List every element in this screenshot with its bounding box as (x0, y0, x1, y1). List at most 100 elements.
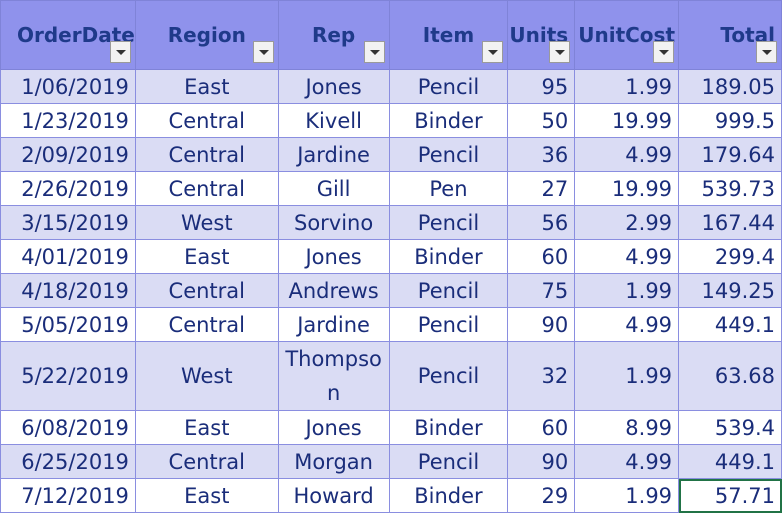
cell-units[interactable]: 32 (507, 341, 576, 411)
cell-total[interactable]: 299.4 (678, 239, 782, 274)
cell-item[interactable]: Pencil (388, 205, 509, 240)
filter-dropdown-button[interactable] (549, 41, 571, 63)
cell-units[interactable]: 95 (507, 69, 576, 104)
cell-item[interactable]: Binder (388, 478, 509, 513)
cell-total[interactable]: 999.5 (678, 103, 782, 138)
cell-region[interactable]: Central (134, 171, 279, 206)
filter-dropdown-button[interactable] (482, 41, 504, 63)
header-rep[interactable]: Rep (277, 0, 390, 70)
cell-total[interactable]: 149.25 (678, 273, 782, 308)
cell-rep[interactable]: Howard (277, 478, 390, 513)
cell-orderdate[interactable]: 2/09/2019 (0, 137, 136, 172)
header-total[interactable]: Total (678, 0, 782, 70)
cell-orderdate[interactable]: 3/15/2019 (0, 205, 136, 240)
cell-region[interactable]: Central (134, 307, 279, 342)
cell-item[interactable]: Pencil (388, 307, 509, 342)
cell-item[interactable]: Pencil (388, 69, 509, 104)
cell-unitcost[interactable]: 1.99 (574, 273, 680, 308)
cell-total[interactable]: 179.64 (678, 137, 782, 172)
cell-region[interactable]: West (134, 205, 279, 240)
cell-units[interactable]: 50 (507, 103, 576, 138)
table-row: 1/06/2019 East Jones Pencil 95 1.99 189.… (0, 69, 782, 104)
filter-dropdown-button[interactable] (252, 41, 274, 63)
cell-total[interactable]: 539.4 (678, 410, 782, 445)
cell-unitcost[interactable]: 4.99 (574, 137, 680, 172)
cell-total[interactable]: 449.1 (678, 307, 782, 342)
cell-rep[interactable]: Sorvino (277, 205, 390, 240)
cell-region[interactable]: Central (134, 444, 279, 479)
header-item[interactable]: Item (388, 0, 509, 70)
filter-dropdown-button[interactable] (653, 41, 675, 63)
cell-unitcost[interactable]: 2.99 (574, 205, 680, 240)
cell-item[interactable]: Pencil (388, 137, 509, 172)
cell-orderdate[interactable]: 2/26/2019 (0, 171, 136, 206)
cell-total-selected[interactable]: 57.71 (678, 478, 782, 513)
cell-total[interactable]: 449.1 (678, 444, 782, 479)
cell-units[interactable]: 90 (507, 307, 576, 342)
cell-units[interactable]: 60 (507, 239, 576, 274)
cell-rep[interactable]: Morgan (277, 444, 390, 479)
cell-rep[interactable]: Kivell (277, 103, 390, 138)
cell-unitcost[interactable]: 19.99 (574, 103, 680, 138)
cell-units[interactable]: 90 (507, 444, 576, 479)
cell-item[interactable]: Binder (388, 103, 509, 138)
cell-total[interactable]: 167.44 (678, 205, 782, 240)
cell-rep[interactable]: Jones (277, 239, 390, 274)
cell-total[interactable]: 539.73 (678, 171, 782, 206)
header-unitcost[interactable]: UnitCost (574, 0, 680, 70)
filter-dropdown-button[interactable] (109, 41, 131, 63)
cell-unitcost[interactable]: 4.99 (574, 239, 680, 274)
cell-orderdate[interactable]: 7/12/2019 (0, 478, 136, 513)
cell-unitcost[interactable]: 8.99 (574, 410, 680, 445)
cell-units[interactable]: 60 (507, 410, 576, 445)
filter-dropdown-button[interactable] (363, 41, 385, 63)
cell-orderdate[interactable]: 6/25/2019 (0, 444, 136, 479)
cell-region[interactable]: East (134, 478, 279, 513)
cell-item[interactable]: Pencil (388, 273, 509, 308)
header-region[interactable]: Region (134, 0, 279, 70)
filter-dropdown-button[interactable] (756, 41, 777, 63)
cell-total[interactable]: 189.05 (678, 69, 782, 104)
cell-item[interactable]: Pencil (388, 341, 509, 411)
cell-region[interactable]: Central (134, 137, 279, 172)
cell-rep[interactable]: Thompson (277, 341, 390, 411)
cell-unitcost[interactable]: 4.99 (574, 307, 680, 342)
cell-units[interactable]: 56 (507, 205, 576, 240)
cell-item[interactable]: Pencil (388, 444, 509, 479)
cell-region[interactable]: East (134, 69, 279, 104)
cell-rep[interactable]: Jones (277, 69, 390, 104)
header-orderdate[interactable]: OrderDate (0, 0, 136, 70)
cell-rep[interactable]: Jardine (277, 137, 390, 172)
cell-unitcost[interactable]: 19.99 (574, 171, 680, 206)
cell-unitcost[interactable]: 4.99 (574, 444, 680, 479)
cell-unitcost[interactable]: 1.99 (574, 478, 680, 513)
cell-rep[interactable]: Gill (277, 171, 390, 206)
cell-rep[interactable]: Jones (277, 410, 390, 445)
cell-region[interactable]: West (134, 341, 279, 411)
cell-rep[interactable]: Andrews (277, 273, 390, 308)
cell-units[interactable]: 29 (507, 478, 576, 513)
cell-total[interactable]: 63.68 (678, 341, 782, 411)
cell-orderdate[interactable]: 5/05/2019 (0, 307, 136, 342)
cell-item[interactable]: Binder (388, 239, 509, 274)
cell-region[interactable]: East (134, 410, 279, 445)
cell-unitcost[interactable]: 1.99 (574, 69, 680, 104)
cell-orderdate[interactable]: 4/18/2019 (0, 273, 136, 308)
cell-units[interactable]: 36 (507, 137, 576, 172)
header-units[interactable]: Units (507, 0, 576, 70)
cell-orderdate[interactable]: 6/08/2019 (0, 410, 136, 445)
cell-units[interactable]: 27 (507, 171, 576, 206)
cell-orderdate[interactable]: 1/06/2019 (0, 69, 136, 104)
cell-region[interactable]: Central (134, 273, 279, 308)
chevron-down-icon (369, 50, 380, 55)
cell-item[interactable]: Pen (388, 171, 509, 206)
cell-units[interactable]: 75 (507, 273, 576, 308)
cell-orderdate[interactable]: 4/01/2019 (0, 239, 136, 274)
cell-orderdate[interactable]: 1/23/2019 (0, 103, 136, 138)
cell-unitcost[interactable]: 1.99 (574, 341, 680, 411)
cell-region[interactable]: Central (134, 103, 279, 138)
cell-rep[interactable]: Jardine (277, 307, 390, 342)
cell-item[interactable]: Binder (388, 410, 509, 445)
cell-orderdate[interactable]: 5/22/2019 (0, 341, 136, 411)
cell-region[interactable]: East (134, 239, 279, 274)
